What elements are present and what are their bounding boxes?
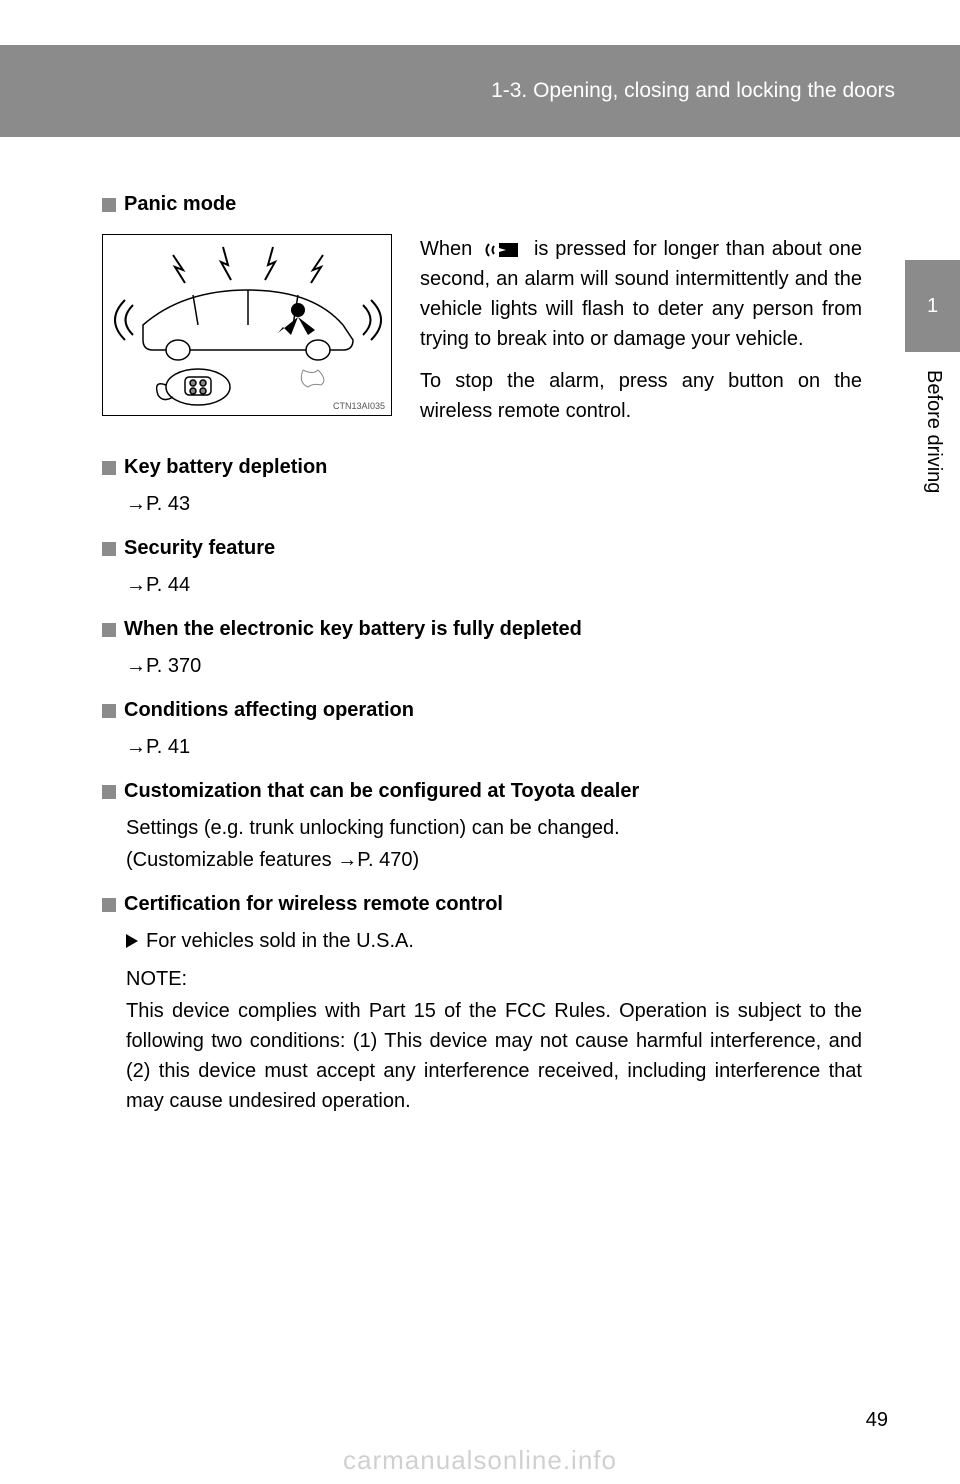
alarm-button-icon <box>483 240 523 260</box>
square-bullet-icon <box>102 898 116 912</box>
customization-line2: (Customizable features →P. 470) <box>126 845 862 875</box>
chapter-number: 1 <box>927 295 938 318</box>
page-number: 49 <box>866 1409 888 1432</box>
panic-text-2: To stop the alarm, press any button on t… <box>420 366 862 426</box>
square-bullet-icon <box>102 704 116 718</box>
region-text: For vehicles sold in the U.S.A. <box>146 926 414 956</box>
triangle-bullet-icon <box>126 934 138 948</box>
note-label: NOTE: <box>126 964 862 994</box>
ref-security: →P. 44 <box>126 570 862 600</box>
page-content: Panic mode <box>102 175 862 1124</box>
square-bullet-icon <box>102 542 116 556</box>
image-code: CTN13AI035 <box>333 401 385 411</box>
car-alarm-drawing <box>103 235 393 417</box>
note-body: This device complies with Part 15 of the… <box>126 996 862 1116</box>
ref-battery-depletion: →P. 43 <box>126 489 862 519</box>
heading-battery-depletion: Key battery depletion <box>102 456 862 479</box>
panic-text-1a: When <box>420 238 479 260</box>
panic-illustration: CTN13AI035 <box>102 234 392 416</box>
heading-panic-mode: Panic mode <box>102 193 862 216</box>
heading-security: Security feature <box>102 537 862 560</box>
ref-fully-depleted: →P. 370 <box>126 651 862 681</box>
header-bar: 1-3. Opening, closing and locking the do… <box>0 45 960 137</box>
heading-text: Certification for wireless remote contro… <box>124 893 503 916</box>
heading-customization: Customization that can be configured at … <box>102 780 862 803</box>
square-bullet-icon <box>102 623 116 637</box>
heading-text: Security feature <box>124 537 275 560</box>
square-bullet-icon <box>102 461 116 475</box>
heading-fully-depleted: When the electronic key battery is fully… <box>102 618 862 641</box>
heading-text: Panic mode <box>124 193 236 216</box>
ref-conditions: →P. 41 <box>126 732 862 762</box>
section-title: 1-3. Opening, closing and locking the do… <box>491 79 895 103</box>
heading-text: Key battery depletion <box>124 456 327 479</box>
square-bullet-icon <box>102 785 116 799</box>
customization-line1: Settings (e.g. trunk unlocking function)… <box>126 813 862 843</box>
square-bullet-icon <box>102 198 116 212</box>
panic-description: When is pressed for longer than about on… <box>420 234 862 438</box>
heading-text: Conditions affecting operation <box>124 699 414 722</box>
heading-text: Customization that can be configured at … <box>124 780 639 803</box>
heading-conditions: Conditions affecting operation <box>102 699 862 722</box>
chapter-label: Before driving <box>922 370 945 493</box>
certification-region: For vehicles sold in the U.S.A. <box>126 926 862 956</box>
heading-text: When the electronic key battery is fully… <box>124 618 582 641</box>
chapter-tab: 1 <box>905 260 960 352</box>
heading-certification: Certification for wireless remote contro… <box>102 893 862 916</box>
watermark: carmanualsonline.info <box>0 1445 960 1476</box>
